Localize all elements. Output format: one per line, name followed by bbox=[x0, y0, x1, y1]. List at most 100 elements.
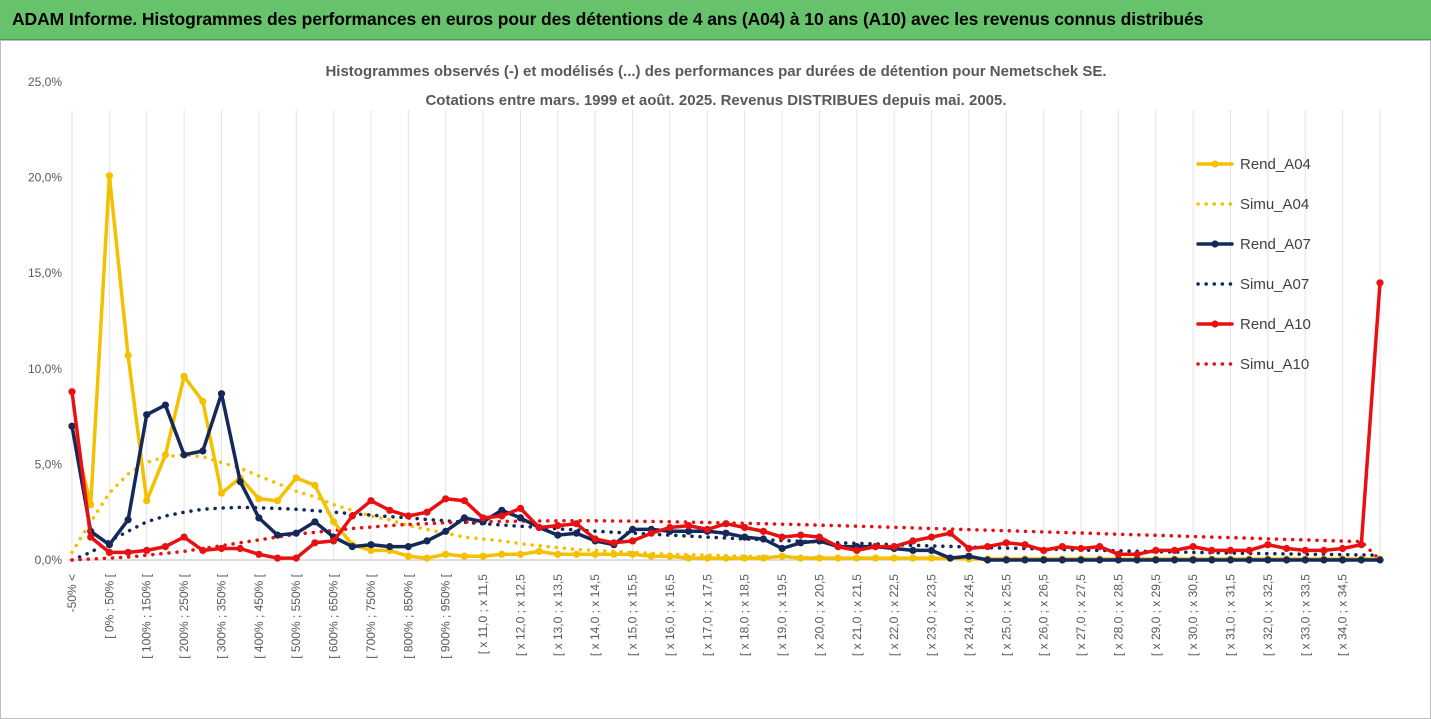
legend: Rend_A04 Simu_A04 Rend_A07 Simu_A07 Rend_A10… bbox=[1196, 156, 1311, 373]
data-point bbox=[666, 552, 674, 560]
data-point bbox=[105, 541, 113, 549]
x-tick-label: [ x 24,0 ; x 24,5 bbox=[962, 574, 976, 656]
data-point bbox=[1058, 543, 1066, 551]
data-point bbox=[498, 550, 506, 558]
x-tick-label: [ x 27,0 ; x 27,5 bbox=[1074, 574, 1088, 656]
x-axis-ticks: -50% < [ 0% ; 50% [[ 100% ; 150% [[ 200% … bbox=[65, 573, 1350, 658]
data-point bbox=[199, 546, 207, 555]
data-point bbox=[554, 531, 562, 539]
x-tick-label: [ x 18,0 ; x 18,5 bbox=[738, 574, 752, 656]
data-point bbox=[311, 539, 319, 547]
data-point bbox=[330, 518, 338, 526]
data-point bbox=[404, 512, 412, 520]
data-point bbox=[143, 497, 151, 505]
data-point bbox=[610, 550, 618, 558]
data-point bbox=[442, 550, 450, 558]
data-point bbox=[498, 512, 506, 520]
data-point bbox=[1114, 550, 1122, 558]
y-tick-label: 15,0% bbox=[28, 266, 62, 280]
data-point bbox=[1357, 556, 1365, 564]
x-tick-label: [ x 26,0 ; x 26,5 bbox=[1037, 574, 1051, 656]
x-tick-label: [ 300% ; 350% [ bbox=[214, 573, 228, 658]
y-tick-label: 10,0% bbox=[28, 362, 62, 376]
data-point bbox=[217, 544, 226, 553]
data-point bbox=[217, 390, 226, 398]
data-point bbox=[890, 543, 898, 551]
data-point bbox=[685, 522, 693, 530]
data-point bbox=[722, 529, 730, 537]
data-point bbox=[255, 495, 263, 503]
x-tick-label: [ x 33,0 ; x 33,5 bbox=[1298, 574, 1312, 656]
data-point bbox=[460, 497, 468, 505]
data-point bbox=[554, 522, 562, 530]
x-tick-label: [ x 19,0 ; x 19,5 bbox=[775, 574, 789, 656]
x-tick-label: [ x 15,0 ; x 15,5 bbox=[626, 574, 640, 656]
data-point bbox=[367, 541, 375, 549]
data-point bbox=[1208, 546, 1216, 555]
legend-label: Simu_A07 bbox=[1240, 276, 1309, 293]
data-point bbox=[984, 543, 992, 551]
data-point bbox=[722, 554, 730, 562]
data-point bbox=[741, 523, 749, 532]
data-point bbox=[1226, 556, 1235, 564]
legend-marker bbox=[1211, 160, 1219, 168]
data-point bbox=[1170, 556, 1179, 564]
x-tick-label: [ x 28,0 ; x 28,5 bbox=[1111, 574, 1125, 656]
data-point bbox=[797, 531, 805, 539]
data-point bbox=[834, 543, 842, 551]
grid-lines bbox=[71, 110, 1381, 560]
data-point bbox=[741, 533, 749, 541]
data-point bbox=[984, 556, 992, 564]
data-point bbox=[572, 550, 581, 558]
data-point bbox=[1301, 546, 1309, 555]
data-point bbox=[348, 543, 356, 551]
data-point bbox=[909, 546, 917, 555]
legend-label: Rend_A10 bbox=[1240, 316, 1311, 333]
data-point bbox=[255, 514, 263, 522]
data-point bbox=[647, 529, 655, 537]
data-point bbox=[1283, 556, 1291, 564]
data-point bbox=[1376, 556, 1384, 564]
data-point bbox=[722, 520, 730, 528]
data-point bbox=[105, 548, 113, 557]
data-point bbox=[1357, 541, 1365, 549]
data-point bbox=[1096, 543, 1104, 551]
data-point bbox=[180, 533, 188, 541]
data-point bbox=[965, 552, 973, 560]
legend-label: Simu_A04 bbox=[1240, 196, 1309, 213]
data-point bbox=[1339, 556, 1347, 564]
data-point bbox=[629, 537, 637, 545]
data-point bbox=[423, 537, 431, 545]
x-tick-label: [ x 21,0 ; x 21,5 bbox=[850, 574, 864, 656]
x-tick-label: [ 700% ; 750% [ bbox=[364, 573, 378, 658]
data-point bbox=[703, 554, 711, 562]
data-point bbox=[759, 535, 768, 543]
series-line-rend-a04 bbox=[70, 173, 1382, 561]
data-point bbox=[1021, 541, 1029, 549]
data-point bbox=[1283, 544, 1291, 553]
data-point bbox=[572, 520, 581, 528]
data-point bbox=[292, 554, 300, 562]
x-tick-label: [ x 25,0 ; x 25,5 bbox=[999, 574, 1013, 656]
x-tick-label: [ 600% ; 650% [ bbox=[327, 573, 341, 658]
data-point bbox=[853, 554, 861, 562]
chart-area bbox=[0, 40, 1431, 719]
y-tick-label: 0,0% bbox=[35, 553, 63, 567]
data-point bbox=[236, 478, 244, 486]
data-point bbox=[516, 504, 525, 512]
x-tick-label: [ 800% ; 850% [ bbox=[401, 573, 415, 658]
data-point bbox=[1226, 546, 1235, 555]
x-tick-label: [ x 17,0 ; x 17,5 bbox=[700, 574, 714, 656]
data-point bbox=[498, 506, 506, 514]
header-bar: ADAM Informe. Histogrammes des performan… bbox=[0, 0, 1431, 40]
data-point bbox=[236, 544, 244, 553]
x-tick-label: [ x 29,0 ; x 29,5 bbox=[1149, 574, 1163, 656]
data-point bbox=[629, 550, 637, 558]
data-point bbox=[311, 518, 319, 526]
data-point bbox=[1320, 556, 1328, 564]
x-tick-label: [ x 34,0 ; x 34,5 bbox=[1336, 574, 1350, 656]
data-point bbox=[161, 401, 169, 409]
data-point bbox=[591, 535, 599, 543]
